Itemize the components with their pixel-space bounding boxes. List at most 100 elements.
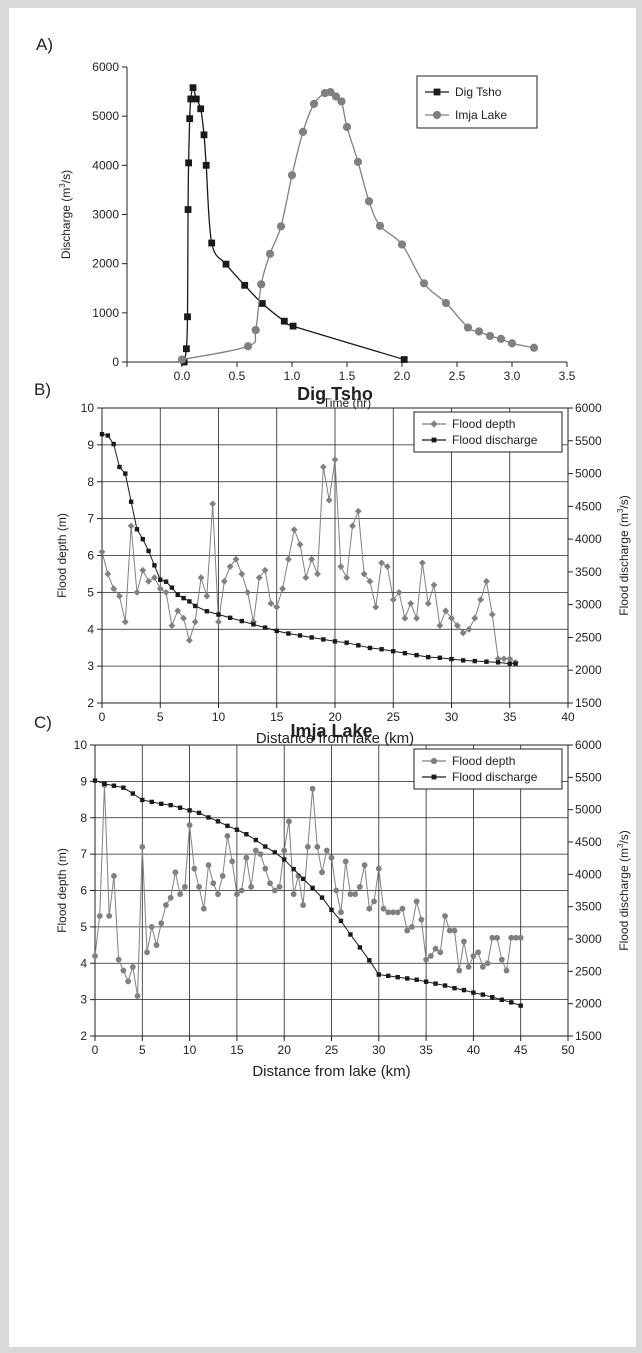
panel-label: A) bbox=[36, 35, 53, 54]
data-point bbox=[222, 260, 230, 268]
data-point bbox=[243, 342, 253, 351]
data-point bbox=[361, 862, 368, 868]
data-point bbox=[385, 909, 392, 916]
data-point bbox=[121, 785, 126, 790]
y-tick-label: 7 bbox=[87, 512, 94, 526]
data-point bbox=[513, 934, 519, 941]
data-point bbox=[225, 823, 230, 829]
data-point bbox=[177, 891, 184, 898]
data-point bbox=[105, 433, 111, 438]
y-tick-label: 9 bbox=[87, 438, 94, 452]
legend-label: Flood depth bbox=[452, 754, 515, 768]
y-tick-label: 3 bbox=[87, 659, 94, 673]
y2-axis-title: Flood discharge (m3/s) bbox=[616, 495, 631, 616]
data-point bbox=[347, 891, 354, 898]
data-point bbox=[130, 791, 136, 796]
data-point bbox=[453, 622, 461, 629]
legend-box bbox=[416, 75, 538, 129]
data-point bbox=[279, 585, 286, 593]
data-point bbox=[145, 577, 152, 585]
data-point bbox=[463, 323, 473, 332]
data-point bbox=[184, 206, 192, 213]
data-point bbox=[241, 281, 249, 289]
data-point bbox=[262, 625, 268, 630]
y-tick-label: 6 bbox=[87, 549, 94, 563]
data-point bbox=[329, 907, 334, 913]
data-point bbox=[128, 499, 134, 504]
data-point bbox=[158, 920, 165, 927]
data-point bbox=[326, 87, 335, 97]
data-point bbox=[98, 548, 106, 556]
data-point bbox=[321, 637, 326, 642]
data-point bbox=[333, 887, 340, 894]
data-point bbox=[290, 526, 298, 534]
data-point bbox=[314, 570, 321, 578]
data-point bbox=[496, 334, 506, 343]
data-point bbox=[366, 577, 374, 585]
data-point bbox=[418, 916, 425, 923]
x-tick-label: 35 bbox=[419, 1043, 433, 1057]
y-tick-label: 1000 bbox=[92, 306, 119, 320]
y-axis-title: Discharge (m3/s) bbox=[58, 170, 73, 259]
data-point bbox=[286, 818, 292, 825]
data-point bbox=[344, 640, 349, 645]
data-point bbox=[500, 655, 508, 663]
data-point bbox=[227, 615, 233, 620]
chart-panel-2: B) Dig Tsho 0 5 10 15 20 25 30 35 40 2 3 4 5 6 7 8 9 10 1500… bbox=[34, 380, 631, 747]
data-point bbox=[337, 563, 345, 570]
legend-swatch-marker bbox=[431, 437, 437, 443]
data-point bbox=[498, 956, 505, 963]
y-tick-label: 6 bbox=[80, 884, 87, 898]
y-tick-label: 8 bbox=[80, 811, 87, 825]
data-point bbox=[149, 799, 154, 805]
data-point bbox=[134, 527, 140, 532]
data-point bbox=[192, 95, 200, 103]
data-point bbox=[191, 865, 198, 872]
legend-swatch-marker bbox=[432, 110, 442, 120]
y2-axis-title: Flood discharge (m3/s) bbox=[616, 830, 631, 951]
data-point bbox=[163, 579, 169, 584]
data-point bbox=[177, 805, 183, 810]
data-point bbox=[474, 327, 484, 336]
y-tick-label: 4000 bbox=[92, 158, 119, 172]
series-line bbox=[101, 459, 516, 663]
data-point bbox=[397, 240, 407, 249]
x-tick-label: 10 bbox=[212, 710, 226, 724]
data-point bbox=[162, 588, 170, 596]
data-point bbox=[470, 953, 477, 959]
data-point bbox=[196, 810, 202, 816]
x-tick-label: 0.0 bbox=[174, 369, 191, 383]
x-tick-label: 50 bbox=[561, 1043, 575, 1057]
data-point bbox=[407, 600, 415, 607]
x-tick-label: 1.5 bbox=[339, 369, 356, 383]
data-point bbox=[276, 222, 286, 231]
data-point bbox=[120, 967, 127, 974]
data-point bbox=[295, 873, 302, 879]
data-point bbox=[449, 656, 454, 662]
data-point bbox=[153, 942, 160, 948]
x-tick-label: 25 bbox=[325, 1043, 339, 1057]
data-point bbox=[442, 607, 450, 615]
x-tick-label: 2.5 bbox=[449, 369, 466, 383]
data-point bbox=[471, 990, 476, 995]
data-point bbox=[189, 84, 197, 92]
data-point bbox=[400, 356, 408, 363]
data-point bbox=[187, 808, 192, 813]
data-point bbox=[310, 885, 315, 891]
data-point bbox=[116, 592, 123, 600]
y-tick-label: 0 bbox=[112, 355, 119, 369]
y2-tick-label: 5000 bbox=[575, 467, 602, 481]
y-tick-label: 2 bbox=[80, 1029, 87, 1043]
data-point bbox=[461, 938, 467, 945]
chart-panel-1: A) 0.0 0.5 1.0 1.5 2.0 2.5 3.0 3.5 0 1000 2000 3000 4… bbox=[36, 35, 576, 410]
data-point bbox=[459, 629, 467, 637]
data-point bbox=[495, 660, 501, 665]
legend: Dig Tsho Imja Lake bbox=[416, 75, 538, 129]
data-point bbox=[437, 949, 444, 956]
data-point bbox=[427, 953, 434, 959]
data-point bbox=[380, 905, 387, 912]
data-point bbox=[480, 992, 486, 997]
x-tick-label: 30 bbox=[445, 710, 459, 724]
data-point bbox=[376, 972, 381, 977]
